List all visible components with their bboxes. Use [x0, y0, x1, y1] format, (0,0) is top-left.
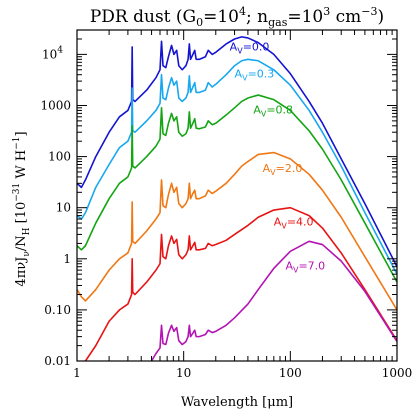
- series-line-2: [77, 94, 397, 283]
- series-label-0: AV=0.0: [230, 40, 270, 55]
- series-layer: [77, 36, 397, 361]
- ylabel-part-e: [10: [14, 202, 29, 228]
- x-tick-label-3: 1000: [382, 366, 413, 380]
- y-tick-label-6: 104: [42, 45, 63, 61]
- x-tick-label-0: 1: [73, 366, 81, 380]
- chart-title: PDR dust (G0=104; ngas=103 cm−3): [90, 5, 384, 29]
- title-sup-minus3: −3: [361, 5, 377, 18]
- ylabel-sup-31: −31: [12, 183, 22, 202]
- title-sup-3: 3: [323, 5, 330, 18]
- ylabel-part-a: 4πνJ: [14, 257, 29, 287]
- title-part-e: ; n: [246, 7, 268, 27]
- y-tick-label-1: 0.10: [44, 303, 71, 317]
- x-tick-label-1: 10: [176, 366, 191, 380]
- title-part-a: PDR dust (G: [90, 7, 196, 27]
- y-tick-label-2: 1: [63, 252, 71, 266]
- xlabel-part-c: m]: [276, 395, 293, 410]
- y-axis-label: 4πνJν/NH [10−31 W H−1]: [12, 131, 32, 286]
- series-label-layer: AV=0.0 AV=0.3 AV=0.8 AV=2.0 AV=4.0 AV=7.0: [230, 40, 326, 274]
- xlabel-part-mu: μ: [267, 395, 275, 410]
- xlabel-part-a: Wavelength [: [181, 395, 267, 410]
- title-sub-gas: gas: [268, 16, 288, 29]
- title-part-i: cm: [330, 7, 361, 27]
- ylabel-part-c: /N: [14, 235, 29, 251]
- tick-layer: 1 10 100 1000 0.01 0.10 1 10 100 1000 104: [40, 29, 413, 380]
- x-tick-label-2: 100: [279, 366, 302, 380]
- x-axis-label: Wavelength [μm]: [181, 395, 293, 410]
- y-tick-label-4: 100: [48, 150, 71, 164]
- y-tick-label-0: 0.01: [44, 354, 71, 368]
- y-tick-label-3: 10: [56, 201, 71, 215]
- ylabel-sub-H: H: [22, 227, 32, 235]
- title-part-c: =10: [203, 7, 239, 27]
- title-part-g: =10: [287, 7, 323, 27]
- y-tick-label-5: 1000: [40, 98, 71, 112]
- ylabel-sub-nu: ν: [22, 251, 32, 256]
- series-line-5: [150, 240, 397, 361]
- series-line-4: [82, 206, 397, 361]
- plot-frame: [76, 29, 398, 362]
- series-label-1: AV=0.3: [235, 68, 275, 83]
- ylabel-part-g: W H: [14, 150, 29, 183]
- series-label-5: AV=7.0: [285, 259, 325, 274]
- series-line-0: [77, 36, 397, 268]
- title-sub-0: 0: [196, 16, 203, 29]
- ylabel-part-i: ]: [14, 131, 29, 136]
- title-part-k: ): [378, 7, 385, 27]
- title-sup-4: 4: [239, 5, 246, 18]
- series-label-2: AV=0.8: [253, 103, 293, 118]
- series-label-3: AV=2.0: [263, 162, 303, 177]
- series-label-4: AV=4.0: [274, 215, 314, 230]
- ylabel-sup-1: −1: [12, 137, 22, 150]
- series-line-1: [77, 58, 397, 275]
- series-line-3: [77, 151, 397, 311]
